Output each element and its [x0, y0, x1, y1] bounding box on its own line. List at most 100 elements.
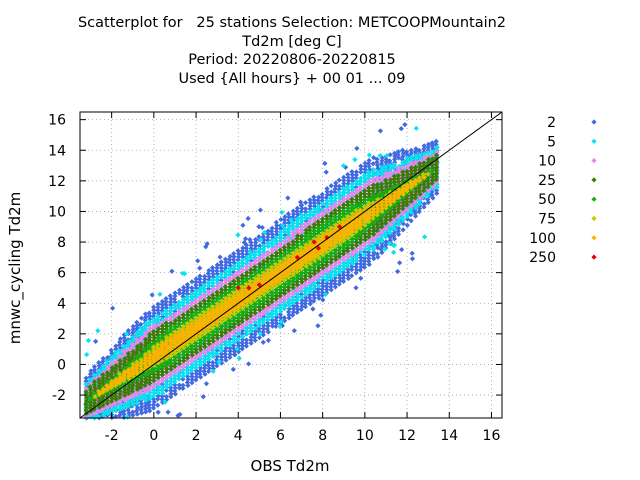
scatter-point — [328, 183, 334, 189]
scatter-point — [235, 330, 242, 336]
scatter-point — [269, 231, 276, 237]
scatter-point — [353, 261, 360, 267]
scatter-point — [349, 175, 356, 181]
scatter-point — [362, 163, 368, 169]
scatter-point — [357, 267, 363, 273]
scatter-point — [290, 303, 297, 309]
scatter-point — [193, 362, 199, 368]
scatter-point — [366, 255, 372, 261]
scatter-point — [235, 336, 241, 343]
scatter-point — [362, 166, 368, 172]
chart-title: Scatterplot for 25 stations Selection: M… — [0, 14, 584, 88]
scatter-point — [324, 189, 330, 195]
scatter-point — [116, 342, 123, 348]
scatter-point — [231, 263, 237, 269]
scatter-point — [210, 359, 216, 366]
scatter-point — [244, 325, 250, 331]
scatter-point — [319, 289, 325, 295]
scatter-point — [324, 192, 330, 198]
scatter-point — [92, 370, 98, 376]
scatter-point — [392, 156, 398, 162]
scatter-point — [391, 230, 397, 236]
scatter-point — [239, 346, 245, 352]
scatter-point — [91, 364, 98, 370]
scatter-point — [197, 359, 203, 365]
scatter-point — [130, 409, 136, 415]
scatter-point — [362, 258, 368, 264]
scatter-point — [143, 321, 149, 327]
scatter-point — [422, 234, 428, 240]
scatter-point — [172, 305, 178, 311]
scatter-point — [151, 319, 157, 325]
scatter-point — [366, 160, 372, 167]
scatter-point — [430, 195, 436, 201]
scatter-point — [241, 239, 247, 246]
scatter-point — [168, 299, 174, 305]
scatter-point — [201, 353, 207, 359]
scatter-point — [353, 285, 359, 291]
scatter-point — [206, 267, 212, 274]
scatter-point — [248, 334, 254, 340]
scatter-point — [345, 174, 351, 181]
scatter-point — [235, 260, 241, 266]
scatter-point — [205, 353, 212, 359]
scatter-point — [172, 308, 178, 314]
scatter-point — [151, 307, 157, 313]
scatter-point — [147, 319, 153, 325]
scatter-point — [315, 280, 321, 286]
scatter-point — [231, 333, 237, 339]
scatter-point — [218, 280, 224, 287]
scatter-point — [205, 286, 212, 292]
scatter-point — [109, 406, 115, 412]
scatter-point — [122, 338, 128, 344]
scatter-point — [299, 300, 305, 307]
scatter-point — [146, 402, 152, 408]
scatter-point — [398, 125, 404, 132]
scatter-point — [239, 263, 245, 269]
scatter-point — [134, 397, 140, 403]
scatter-point — [324, 185, 330, 192]
scatter-point — [421, 146, 427, 152]
scatter-point — [240, 254, 246, 260]
scatter-point — [198, 282, 204, 288]
scatter-point — [147, 392, 153, 399]
scatter-point — [240, 257, 246, 263]
scatter-point — [209, 265, 216, 271]
scatter-point — [243, 260, 250, 267]
scatter-point — [143, 400, 149, 406]
scatter-point — [134, 400, 140, 406]
scatter-point — [286, 312, 292, 318]
scatter-point — [169, 268, 175, 274]
scatter-point — [197, 291, 203, 298]
scatter-point — [147, 313, 153, 319]
scatter-point — [176, 287, 183, 293]
scatter-point — [252, 328, 259, 334]
scatter-point — [104, 358, 110, 365]
scatter-point — [172, 382, 178, 388]
scatter-point — [425, 144, 431, 151]
scatter-point — [362, 160, 368, 166]
scatter-point — [201, 282, 207, 289]
scatter-point — [402, 122, 408, 128]
scatter-point — [328, 189, 334, 195]
scatter-point — [366, 157, 372, 164]
scatter-point — [130, 326, 136, 333]
scatter-point — [429, 140, 435, 146]
scatter-point — [155, 307, 161, 313]
scatter-point — [159, 298, 166, 305]
scatter-point — [387, 152, 393, 158]
scatter-point — [125, 339, 132, 345]
scatter-point — [165, 409, 171, 415]
scatter-point — [383, 239, 389, 245]
scatter-point — [412, 207, 418, 213]
scatter-point — [247, 237, 253, 243]
scatter-point — [230, 269, 237, 275]
scatter-point — [214, 350, 220, 357]
scatter-point — [434, 187, 440, 193]
scatter-point — [96, 360, 102, 366]
scatter-point — [214, 360, 220, 366]
scatter-point — [307, 203, 313, 209]
scatter-point — [121, 399, 127, 405]
scatter-point — [172, 379, 178, 385]
scatter-point — [176, 309, 182, 315]
